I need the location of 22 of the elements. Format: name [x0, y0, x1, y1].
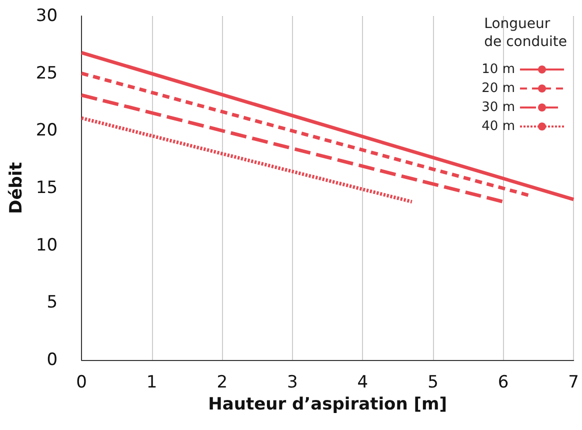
x-tick-label: 6 — [498, 372, 509, 392]
legend-label: 40 m — [482, 119, 515, 134]
x-tick-label: 0 — [76, 372, 87, 392]
x-tick-label: 1 — [146, 372, 158, 392]
x-tick-label: 3 — [287, 372, 298, 392]
legend-title: Longueur de conduite — [484, 16, 568, 50]
y-axis-title: Débit — [6, 162, 26, 214]
y-tick-label: 25 — [36, 63, 58, 84]
x-axis-title: Hauteur d’aspiration [m] — [208, 394, 447, 414]
y-tick-label: 5 — [46, 292, 58, 313]
legend-label: 20 m — [482, 81, 515, 96]
legend-label: 30 m — [482, 100, 515, 115]
y-tick-label: 30 — [36, 6, 58, 26]
x-tick-label: 5 — [428, 372, 438, 392]
x-tick-label: 7 — [568, 372, 580, 392]
y-tick-label: 0 — [46, 350, 58, 370]
x-tick-label: 4 — [357, 372, 368, 392]
x-tick-label: 2 — [216, 372, 228, 392]
legend-label: 10 m — [482, 62, 515, 77]
y-tick-label: 10 — [36, 235, 58, 256]
y-tick-label: 15 — [36, 178, 58, 198]
y-tick-label: 20 — [36, 120, 58, 141]
